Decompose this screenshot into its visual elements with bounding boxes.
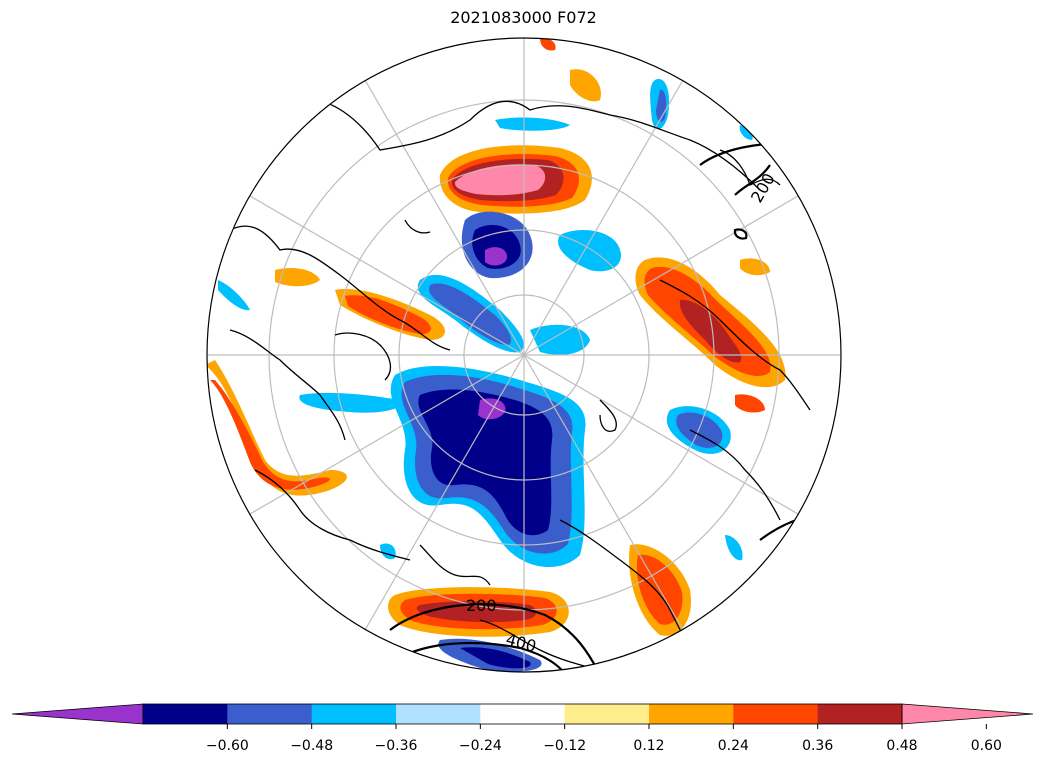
colorbar-extend-low [11, 703, 144, 725]
colorbar-tick-label: −0.36 [375, 738, 418, 754]
colorbar-swatch [311, 704, 397, 724]
colorbar-tick-label: −0.60 [206, 738, 249, 754]
colorbar-tick-label: 0.48 [886, 738, 917, 754]
colorbar-tick-label: 0.60 [971, 738, 1002, 754]
colorbar-swatch [817, 704, 903, 724]
height-contours [389, 142, 841, 672]
colorbar-swatch [396, 704, 481, 724]
anomaly-fields [207, 38, 786, 672]
colorbar-swatch [649, 704, 734, 724]
colorbar-swatch [227, 704, 313, 724]
colorbar-tick-label: −0.24 [459, 738, 502, 754]
colorbar-swatch [480, 704, 566, 724]
contour-label: 200 [466, 596, 497, 615]
map-title: 2021083000 F072 [450, 8, 597, 27]
colorbar-tick-label: 0.12 [633, 738, 664, 754]
colorbar-ticks: −0.60 −0.48 −0.36 −0.24 −0.12 0.12 0.24 0.36 0.4… [206, 724, 1002, 754]
coastlines [229, 98, 811, 671]
colorbar-extend-high [901, 703, 1034, 725]
colorbar-tick-label: 0.24 [718, 738, 749, 754]
colorbar-swatches [11, 703, 1034, 725]
colorbar-frame [142, 703, 903, 725]
graticule [207, 38, 841, 672]
colorbar-tick-label: 0.36 [802, 738, 833, 754]
polar-map: 200 200 400 [206, 37, 842, 673]
colorbar-swatch [143, 704, 228, 724]
colorbar-tick-label: −0.48 [290, 738, 333, 754]
map-content [207, 38, 841, 672]
colorbar-tick-label: −0.12 [543, 738, 586, 754]
map-border [206, 37, 842, 673]
colorbar-swatch [733, 704, 819, 724]
colorbar-swatch [564, 704, 650, 724]
